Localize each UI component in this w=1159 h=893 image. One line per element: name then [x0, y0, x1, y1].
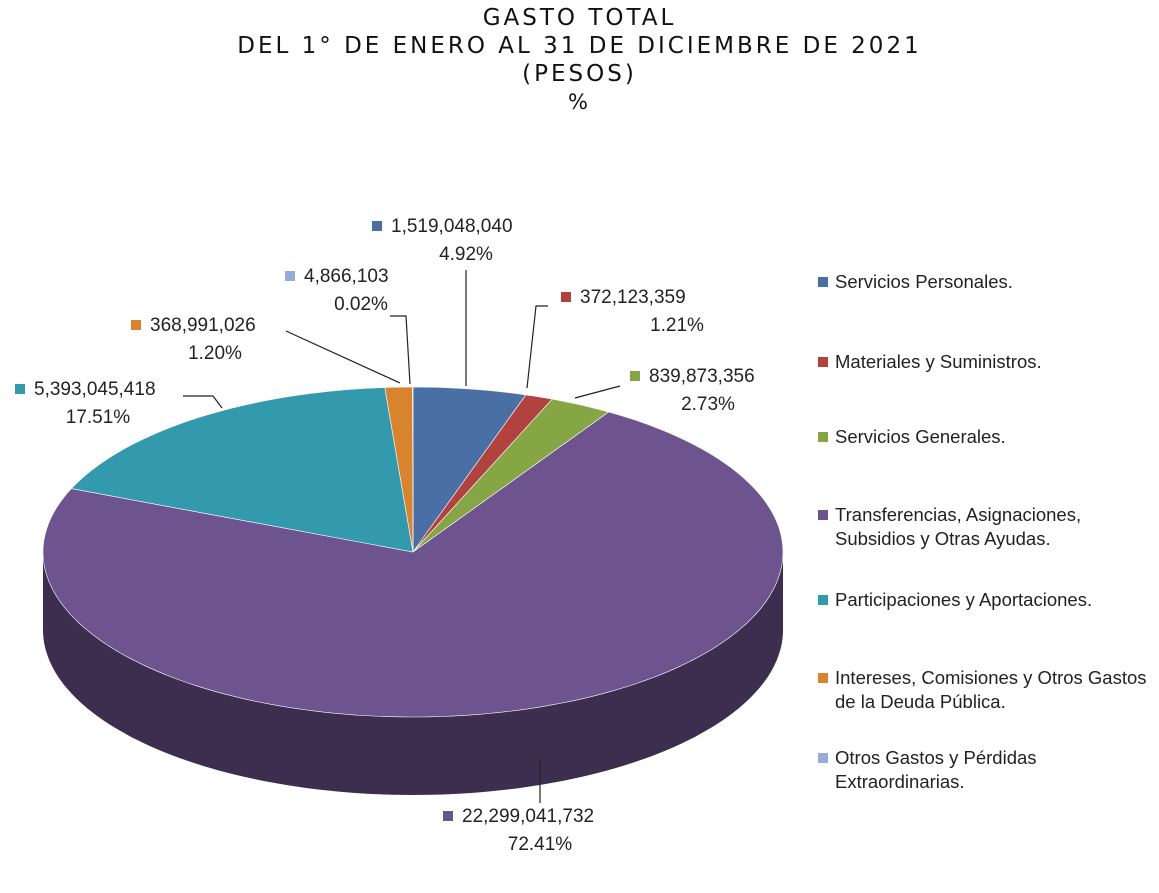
legend-item: Otros Gastos y Pérdidas Extraordinarias.: [818, 746, 1158, 794]
legend-item: Intereses, Comisiones y Otros Gastos de …: [818, 666, 1158, 714]
slice: [70, 387, 414, 553]
slice: [412, 386, 527, 553]
percent-label: 4.92%: [439, 244, 493, 265]
legend-label: Materiales y Suministros.: [835, 351, 1042, 372]
legend-swatch: [818, 277, 828, 287]
label-swatch: [372, 221, 382, 231]
legend-item: Materiales y Suministros.: [818, 350, 1158, 374]
legend-swatch: [818, 432, 828, 442]
percent-label: 2.73%: [681, 394, 735, 415]
legend-swatch: [818, 357, 828, 367]
percent-label: %: [568, 90, 591, 114]
legend-swatch: [818, 673, 828, 683]
legend-label: Participaciones y Aportaciones.: [835, 589, 1093, 610]
percent-label: 17.51%: [66, 407, 131, 428]
legend-label: Servicios Generales.: [835, 426, 1006, 447]
chart-title: GASTO TOTAL: [482, 5, 677, 31]
leader-line: [574, 385, 621, 399]
value-label: 839,873,356: [649, 366, 755, 387]
unit-label: (PESOS): [522, 61, 637, 87]
label-swatch: [131, 320, 141, 330]
value-label: 1,519,048,040: [391, 216, 513, 237]
label-swatch: [15, 384, 25, 394]
percent-label: 1.21%: [650, 315, 704, 336]
leader-line: [285, 330, 401, 384]
label-swatch: [561, 292, 571, 302]
leader-line: [526, 305, 548, 389]
value-label: 4,866,103: [304, 266, 389, 287]
legend-item: Participaciones y Aportaciones.: [818, 588, 1158, 612]
legend-item: Servicios Personales.: [818, 270, 1158, 294]
chart-subtitle: DEL 1° DE ENERO AL 31 DE DICIEMBRE DE 20…: [237, 33, 922, 59]
legend-label: Transferencias, Asignaciones, Subsidios …: [835, 504, 1082, 549]
legend-label: Otros Gastos y Pérdidas Extraordinarias.: [835, 747, 1037, 792]
label-swatch: [630, 371, 640, 381]
label-swatch: [285, 271, 295, 281]
legend-item: Servicios Generales.: [818, 425, 1158, 449]
leader-line: [390, 315, 411, 385]
percent-label: 0.02%: [334, 294, 388, 315]
label-swatch: [443, 811, 453, 821]
legend-item: Transferencias, Asignaciones, Subsidios …: [818, 503, 1158, 551]
percent-label: 1.20%: [188, 343, 242, 364]
value-label: 372,123,359: [580, 287, 686, 308]
legend-swatch: [818, 753, 828, 763]
slice: [412, 398, 610, 553]
percent-label: 72.41%: [508, 834, 573, 855]
value-label: 22,299,041,732: [462, 806, 594, 827]
value-label: 5,393,045,418: [34, 379, 156, 400]
legend-swatch: [818, 510, 828, 520]
chart: 1,519,048,040 4.92% 372,123,359 1.21% 839,87…: [15, 216, 784, 855]
value-label: 368,991,026: [150, 315, 256, 336]
legend-label: Intereses, Comisiones y Otros Gastos de …: [835, 667, 1147, 712]
legend-label: Servicios Personales.: [835, 271, 1013, 292]
slice: [42, 411, 784, 718]
legend-swatch: [818, 595, 828, 605]
leader-line: [183, 395, 223, 409]
slice-side: [43, 552, 783, 795]
